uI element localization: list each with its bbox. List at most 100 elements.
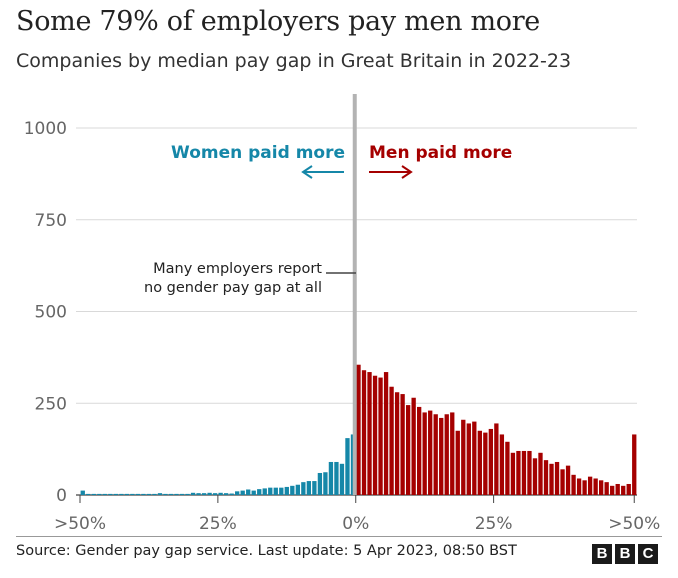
bar (207, 492, 212, 495)
bar (124, 493, 130, 495)
x-tick-label: >50% (608, 514, 660, 534)
y-tick-label: 1000 (24, 119, 67, 139)
logo-letter-b1: B (592, 544, 612, 564)
bar (152, 493, 157, 495)
bar (516, 450, 521, 495)
bar (527, 450, 532, 495)
bar (317, 472, 323, 495)
bar (80, 490, 85, 495)
bar (439, 417, 444, 495)
bar (378, 377, 383, 495)
bar (411, 397, 416, 495)
bar (168, 493, 174, 495)
bbc-logo: B B C (592, 544, 658, 564)
bar (91, 493, 96, 495)
bar (461, 419, 466, 495)
bar (383, 372, 389, 495)
bar (417, 406, 422, 495)
bar (356, 364, 361, 495)
bar (218, 492, 223, 495)
label-women-paid-more: Women paid more (171, 143, 345, 163)
arrow-right-icon (401, 165, 413, 179)
bar (262, 488, 267, 495)
x-tick-label: 0% (342, 514, 369, 534)
bar (477, 430, 482, 495)
bar (361, 370, 367, 495)
bar (268, 487, 273, 495)
bar (135, 493, 141, 495)
bar (428, 410, 433, 495)
bar (367, 372, 372, 495)
bar (450, 412, 455, 495)
bar (240, 490, 245, 495)
bar (295, 484, 300, 495)
bar (521, 450, 527, 495)
x-tick-label: >50% (54, 514, 106, 534)
bar (323, 472, 328, 495)
bar (405, 405, 411, 495)
bar (554, 461, 560, 495)
bar (615, 483, 620, 495)
bar (174, 493, 179, 495)
bar (102, 493, 107, 495)
bar (328, 461, 334, 495)
chart-subtitle: Companies by median pay gap in Great Bri… (16, 50, 572, 72)
bar (312, 481, 317, 495)
source-note: Source: Gender pay gap service. Last upd… (16, 543, 517, 559)
bar (229, 493, 234, 495)
bar (179, 493, 185, 495)
bar (190, 492, 196, 495)
bar (626, 483, 631, 495)
bar (301, 482, 306, 495)
bar (604, 482, 609, 495)
bar (119, 493, 124, 495)
bar (582, 480, 587, 495)
bar (345, 438, 350, 495)
bar (560, 469, 565, 495)
bar (86, 493, 91, 495)
y-tick-label: 500 (35, 303, 67, 323)
zero-note-line2: no gender pay gap at all (144, 280, 322, 296)
x-tick-label: 25% (199, 514, 237, 534)
bar (400, 394, 405, 495)
bar (284, 486, 289, 495)
bar (163, 493, 168, 495)
bar (130, 493, 135, 495)
bar (510, 452, 516, 495)
bar (444, 414, 449, 495)
bar (223, 493, 229, 495)
bar (587, 476, 593, 495)
y-tick-label: 750 (35, 211, 67, 231)
bar (141, 493, 146, 495)
bar (257, 489, 262, 495)
bar (157, 493, 163, 495)
bar (306, 481, 312, 495)
bar (610, 485, 615, 495)
bar (97, 493, 102, 495)
bar (196, 493, 201, 495)
bar (499, 434, 505, 495)
chart-title: Some 79% of employers pay men more (16, 6, 540, 37)
bar (433, 414, 438, 495)
bar (290, 485, 295, 495)
bar (334, 461, 339, 495)
bar (113, 493, 119, 495)
y-tick-label: 0 (56, 486, 67, 506)
bar (488, 428, 494, 495)
bar (576, 478, 582, 495)
label-men-paid-more: Men paid more (369, 143, 512, 163)
bar (108, 493, 113, 495)
bar (455, 430, 460, 495)
bar (532, 458, 538, 495)
bar (389, 386, 394, 495)
bar (472, 421, 477, 495)
bar (598, 480, 604, 495)
bar (565, 465, 571, 495)
bar (549, 463, 554, 495)
bar (339, 463, 345, 495)
bar (505, 441, 510, 495)
logo-letter-b2: B (615, 544, 635, 564)
bar (185, 493, 190, 495)
bar (632, 434, 637, 495)
